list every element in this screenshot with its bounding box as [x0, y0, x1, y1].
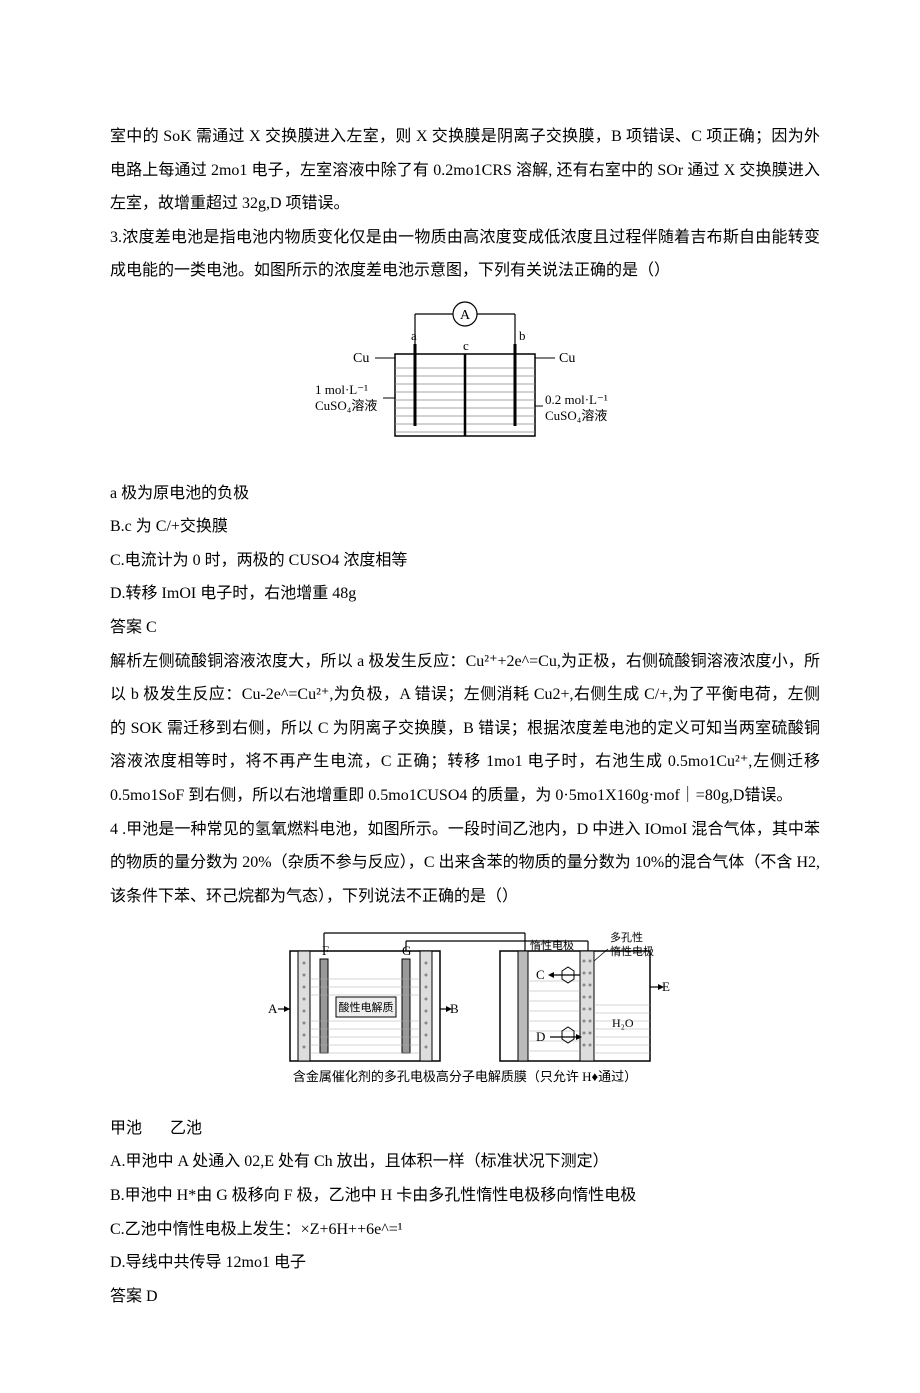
- paragraph-prev-answer: 室中的 SoK 需通过 X 交换膜进入左室，则 X 交换膜是阴离子交换膜，B 项…: [110, 120, 820, 221]
- q4-option-c: C.乙池中惰性电极上发生：×Z+6H++6e^=¹: [110, 1213, 820, 1247]
- svg-text:B: B: [450, 1001, 459, 1016]
- question-4-stem: 4 .甲池是一种常见的氢氧燃料电池，如图所示。一段时间乙池内，D 中进入 IOm…: [110, 813, 820, 914]
- q4-option-a: A.甲池中 A 处通入 02,E 处有 Ch 放出，且体积一样（标准状况下测定）: [110, 1145, 820, 1179]
- svg-text:含金属催化剂的多孔电极高分子电解质膜（只允许 H♦通过）: 含金属催化剂的多孔电极高分子电解质膜（只允许 H♦通过）: [293, 1069, 637, 1084]
- q3-option-d: D.转移 ImOI 电子时，右池增重 48g: [110, 577, 820, 611]
- question-3-stem: 3.浓度差电池是指电池内物质变化仅是由一物质由高浓度变成低浓度且过程伴随着吉布斯…: [110, 221, 820, 288]
- q4-answer: 答案 D: [110, 1280, 820, 1314]
- q3-option-a: a 极为原电池的负极: [110, 477, 820, 511]
- svg-text:F: F: [322, 943, 329, 958]
- svg-text:Cu: Cu: [559, 351, 575, 366]
- svg-text:H₂O: H₂O: [612, 1016, 634, 1030]
- document-page: 室中的 SoK 需通过 X 交换膜进入左室，则 X 交换膜是阴离子交换膜，B 项…: [0, 0, 920, 1393]
- svg-text:A: A: [460, 308, 471, 323]
- q3-option-b: B.c 为 C/+交换膜: [110, 510, 820, 544]
- q3-explanation: 解析左侧硫酸铜溶液浓度大，所以 a 极发生反应：Cu²⁺+2e^=Cu,为正极，…: [110, 645, 820, 813]
- svg-text:多孔性: 多孔性: [610, 930, 643, 944]
- svg-text:a: a: [411, 328, 417, 343]
- svg-text:0.2 mol·L⁻¹: 0.2 mol·L⁻¹: [545, 392, 608, 407]
- svg-text:酸性电解质: 酸性电解质: [339, 1000, 394, 1014]
- figure-2-fuel-cell: 酸性电解质 F G A B: [110, 921, 820, 1104]
- q4-option-b: B.甲池中 H*由 G 极移向 F 极，乙池中 H 卡由多孔性惰性电极移向惰性电…: [110, 1179, 820, 1213]
- cells-label: 甲池 乙池: [110, 1112, 820, 1146]
- q4-option-d: D.导线中共传导 12mo1 电子: [110, 1246, 820, 1280]
- svg-text:D: D: [536, 1029, 545, 1044]
- svg-text:惰性电极: 惰性电极: [530, 938, 574, 952]
- q3-option-c: C.电流计为 0 时，两极的 CUSO4 浓度相等: [110, 544, 820, 578]
- svg-text:CuSO₄溶液: CuSO₄溶液: [315, 398, 377, 413]
- svg-text:CuSO₄溶液: CuSO₄溶液: [545, 408, 607, 423]
- figure-1-concentration-cell: A a b c: [110, 296, 820, 469]
- svg-text:C: C: [536, 967, 545, 982]
- svg-text:b: b: [519, 328, 526, 343]
- q3-answer: 答案 C: [110, 611, 820, 645]
- svg-text:1 mol·L⁻¹: 1 mol·L⁻¹: [315, 382, 368, 397]
- svg-text:c: c: [463, 338, 469, 353]
- svg-text:G: G: [402, 943, 411, 958]
- svg-text:惰性电极: 惰性电极: [610, 944, 654, 958]
- svg-text:Cu: Cu: [353, 351, 369, 366]
- svg-text:E: E: [662, 979, 670, 994]
- svg-text:A: A: [268, 1001, 278, 1016]
